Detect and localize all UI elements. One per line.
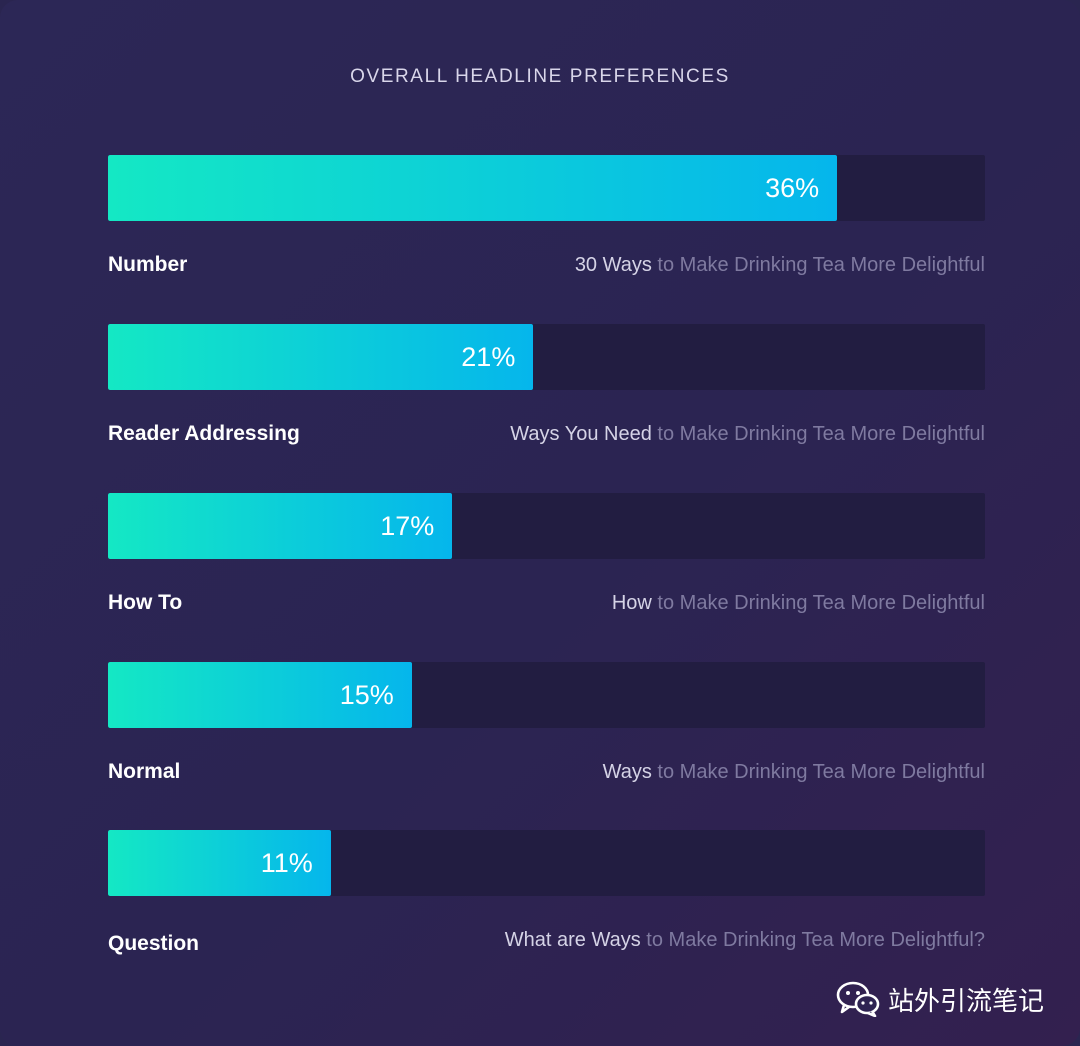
bar-row-how-to: 17% How To How to Make Drinking Tea More… <box>108 493 985 615</box>
bar-question: 11% <box>108 830 331 896</box>
bar-track: 15% <box>108 662 985 728</box>
bar-value-label: 21% <box>461 342 516 372</box>
example-highlight: Ways You Need <box>510 423 652 445</box>
bar-how-to: 17% <box>108 493 453 559</box>
bar-track: 11% <box>108 830 985 896</box>
bar-row-reader-addressing: 21% Reader Addressing Ways You Need to M… <box>108 324 985 446</box>
watermark-text: 站外引流笔记 <box>887 985 1044 1016</box>
bar-track: 17% <box>108 493 985 559</box>
example-rest: to Make Drinking Tea More Delightful <box>651 592 985 614</box>
chart-title: OVERALL HEADLINE PREFERENCES <box>350 66 730 87</box>
bar-track: 21% <box>108 324 985 390</box>
bar-row-question: 11% Question What are Ways to Make Drink… <box>108 830 985 955</box>
bar-value-label: 11% <box>260 848 313 878</box>
bar-value-label: 17% <box>380 511 435 541</box>
wechat-icon <box>836 981 880 1017</box>
category-label: Normal <box>108 760 181 783</box>
example-highlight: 30 Ways <box>574 254 652 276</box>
category-label: Number <box>108 253 188 276</box>
bar-reader-addressing: 21% <box>108 324 534 390</box>
bar-normal: 15% <box>108 662 412 728</box>
example-headline: Ways You Need to Make Drinking Tea More … <box>510 423 985 446</box>
watermark: 站外引流笔记 <box>836 979 1044 1019</box>
bar-row-number: 36% Number 30 Ways to Make Drinking Tea … <box>108 155 985 277</box>
example-headline: Ways to Make Drinking Tea More Delightfu… <box>603 761 985 784</box>
category-label: Question <box>108 932 200 955</box>
example-headline: What are Ways to Make Drinking Tea More … <box>505 929 985 952</box>
example-headline: How to Make Drinking Tea More Delightful <box>612 592 985 615</box>
example-highlight: Ways <box>602 761 652 783</box>
example-highlight: What are Ways <box>504 929 641 951</box>
bar-row-normal: 15% Normal Ways to Make Drinking Tea Mor… <box>108 662 985 784</box>
example-highlight: How <box>611 592 652 614</box>
example-rest: to Make Drinking Tea More Delightful? <box>640 929 985 951</box>
category-label: Reader Addressing <box>108 422 300 445</box>
example-headline: 30 Ways to Make Drinking Tea More Deligh… <box>575 254 985 277</box>
bar-value-label: 36% <box>765 173 820 203</box>
example-rest: to Make Drinking Tea More Delightful <box>651 761 985 783</box>
example-rest: to Make Drinking Tea More Delightful <box>651 423 985 445</box>
bar-track: 36% <box>108 155 985 221</box>
bar-value-label: 15% <box>339 680 394 710</box>
example-rest: to Make Drinking Tea More Delightful <box>651 254 985 276</box>
category-label: How To <box>108 591 183 614</box>
bar-number: 36% <box>108 155 838 221</box>
